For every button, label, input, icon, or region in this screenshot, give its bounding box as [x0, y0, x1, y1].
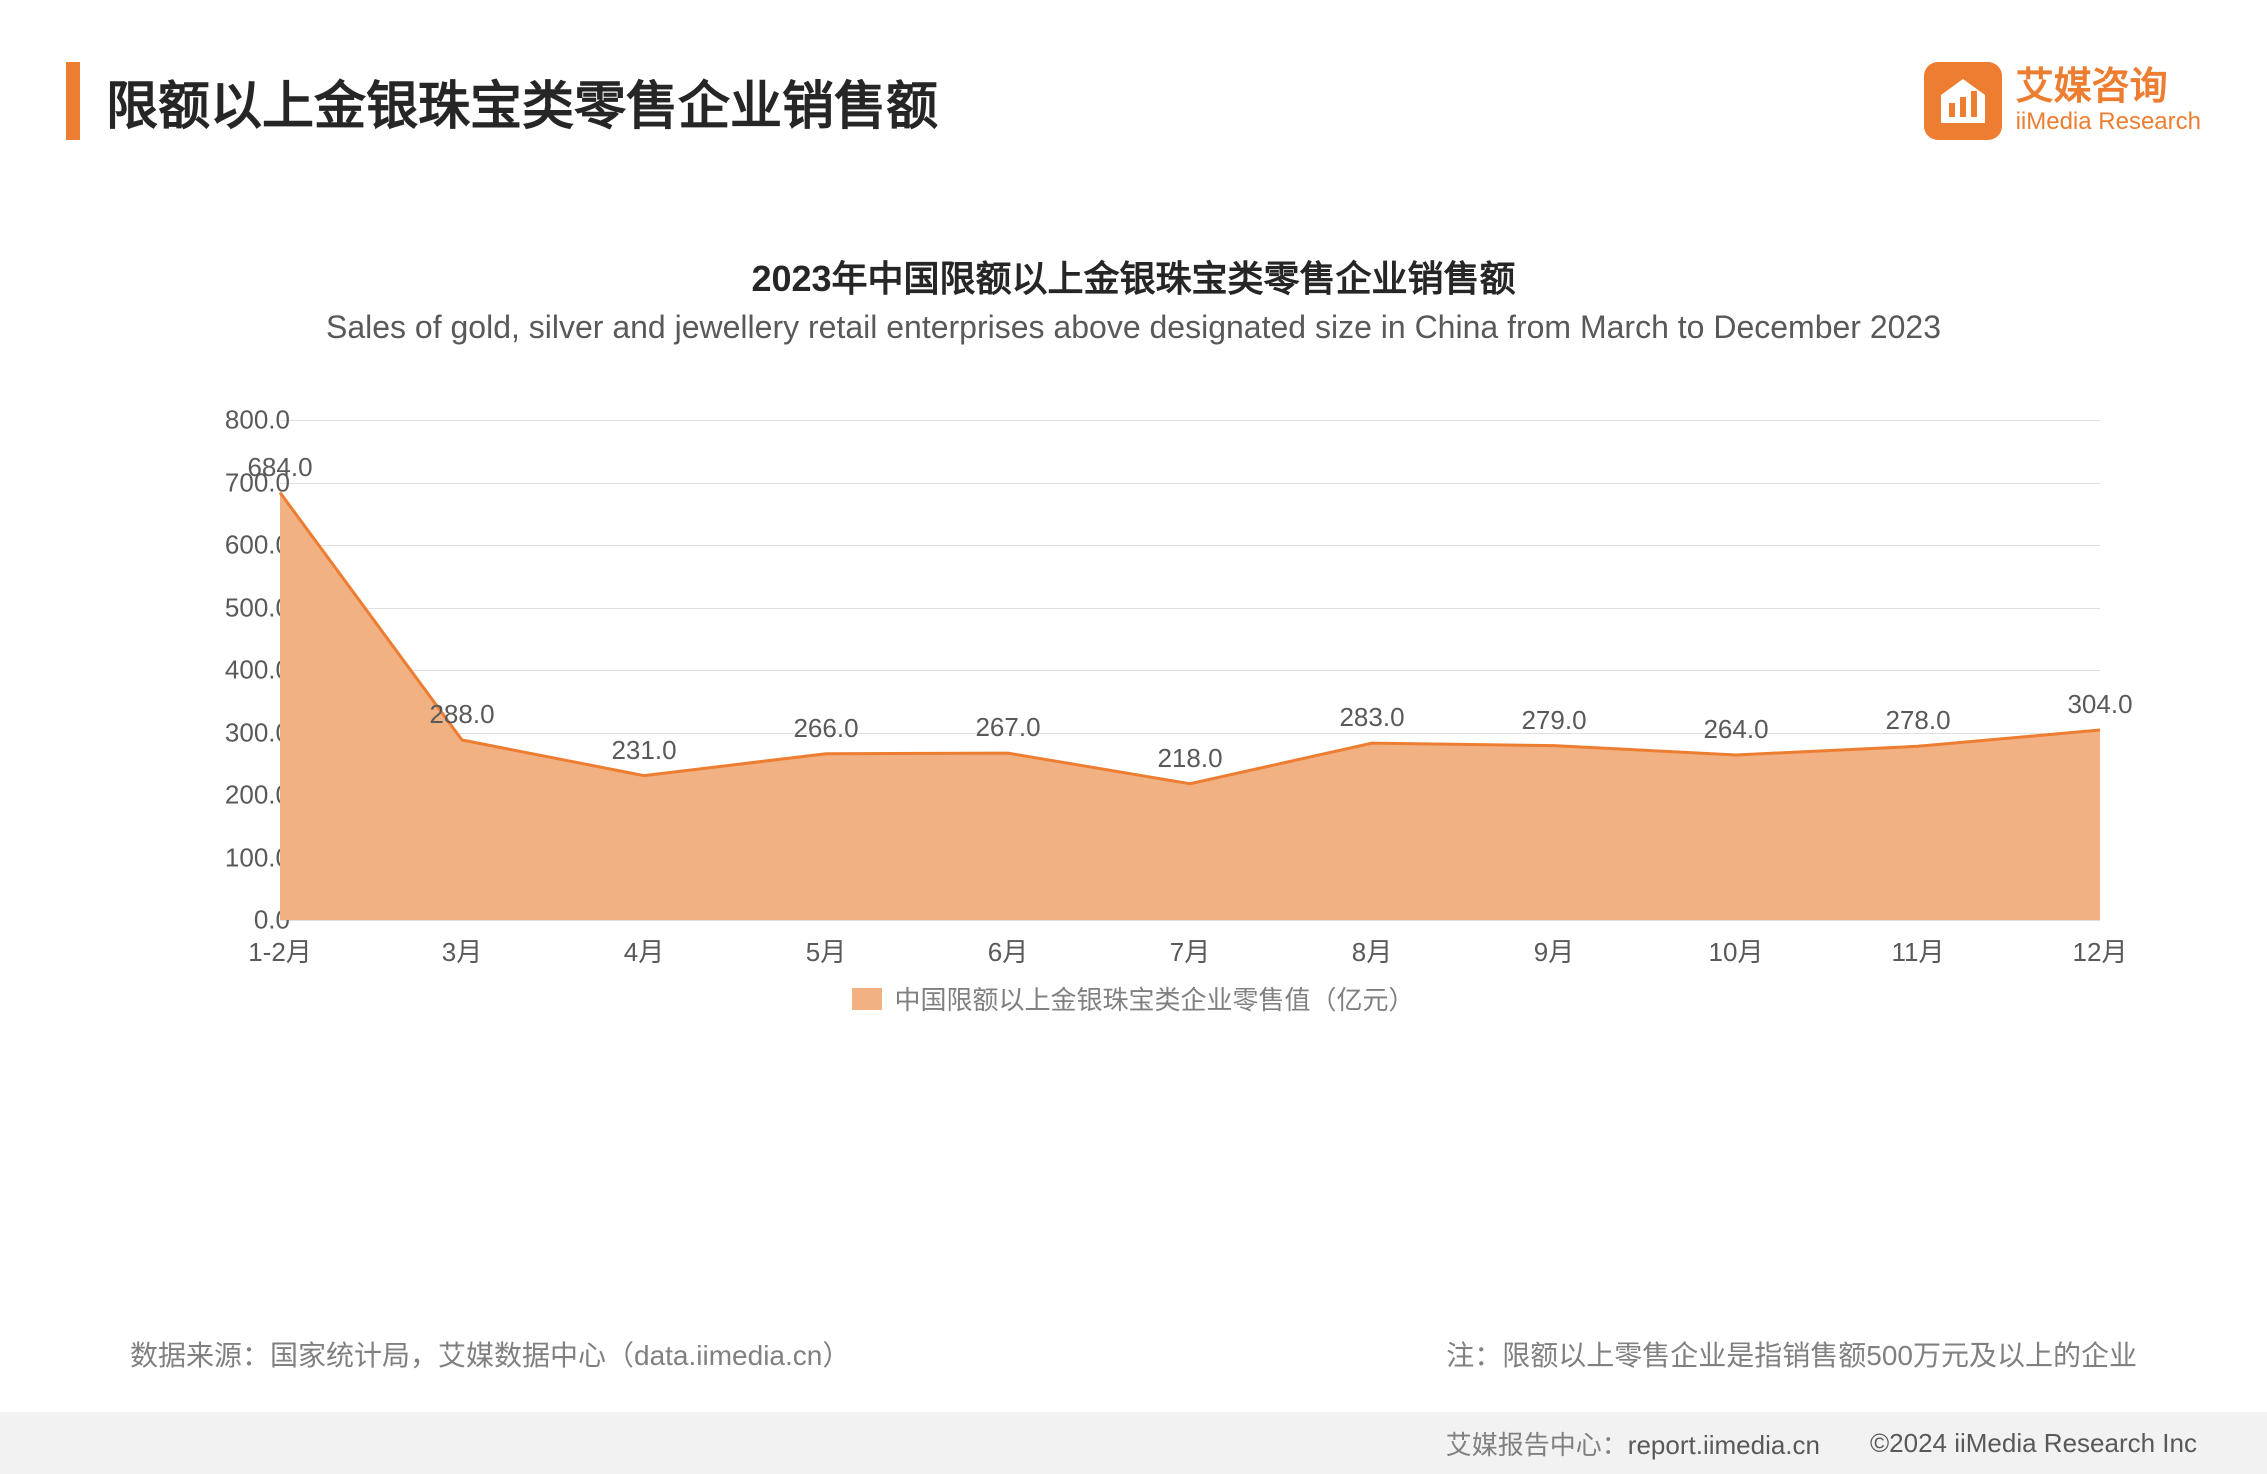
report-center: 艾媒报告中心：report.iimedia.cn	[1446, 1425, 1820, 1462]
x-tick-label: 5月	[741, 932, 911, 969]
x-tick-label: 6月	[923, 932, 1093, 969]
data-point-label: 264.0	[1703, 714, 1768, 745]
data-point-label: 266.0	[793, 713, 858, 744]
bottom-strip: 艾媒报告中心：report.iimedia.cn ©2024 iiMedia R…	[0, 1412, 2267, 1474]
area-fill	[280, 493, 2100, 921]
chart-title-block: 2023年中国限额以上金银珠宝类零售企业销售额 Sales of gold, s…	[0, 250, 2267, 349]
data-point-label: 218.0	[1157, 743, 1222, 774]
data-point-label: 267.0	[975, 712, 1040, 743]
data-point-label: 278.0	[1885, 705, 1950, 736]
legend-swatch	[852, 988, 882, 1010]
footer-notes: 数据来源：国家统计局，艾媒数据中心（data.iimedia.cn） 注：限额以…	[130, 1334, 2137, 1374]
x-tick-label: 1-2月	[195, 932, 365, 969]
chart-title-en: Sales of gold, silver and jewellery reta…	[0, 306, 2267, 349]
data-source: 数据来源：国家统计局，艾媒数据中心（data.iimedia.cn）	[130, 1334, 850, 1374]
brand-logo-icon	[1924, 62, 2002, 140]
page-title: 限额以上金银珠宝类零售企业销售额	[106, 64, 938, 139]
header: 限额以上金银珠宝类零售企业销售额 艾媒咨询 iiMedia Research	[66, 62, 2201, 140]
data-point-label: 288.0	[429, 699, 494, 730]
report-center-url: report.iimedia.cn	[1628, 1430, 1820, 1460]
data-point-label: 279.0	[1521, 705, 1586, 736]
chart-svg	[190, 400, 2100, 922]
data-point-label: 283.0	[1339, 702, 1404, 733]
x-tick-label: 3月	[377, 932, 547, 969]
legend-label: 中国限额以上金银珠宝类企业零售值（亿元）	[894, 980, 1414, 1017]
chart-title-cn: 2023年中国限额以上金银珠宝类零售企业销售额	[0, 250, 2267, 302]
data-point-label: 304.0	[2067, 689, 2132, 720]
brand-name-cn: 艾媒咨询	[2016, 67, 2201, 109]
footnote: 注：限额以上零售企业是指销售额500万元及以上的企业	[1446, 1334, 2137, 1374]
copyright: ©2024 iiMedia Research Inc	[1870, 1428, 2197, 1459]
x-tick-label: 10月	[1651, 932, 1821, 969]
brand-name-en: iiMedia Research	[2016, 109, 2201, 135]
x-tick-label: 9月	[1469, 932, 1639, 969]
x-tick-label: 12月	[2015, 932, 2185, 969]
brand-logo-text: 艾媒咨询 iiMedia Research	[2016, 67, 2201, 135]
chart-legend: 中国限额以上金银珠宝类企业零售值（亿元）	[0, 980, 2267, 1017]
accent-bar	[66, 62, 80, 140]
brand-logo: 艾媒咨询 iiMedia Research	[1924, 62, 2201, 140]
x-tick-label: 11月	[1833, 932, 2003, 969]
data-point-label: 684.0	[247, 452, 312, 483]
title-bar: 限额以上金银珠宝类零售企业销售额	[66, 62, 938, 140]
area-line	[280, 493, 2100, 784]
x-tick-label: 8月	[1287, 932, 1457, 969]
data-point-label: 231.0	[611, 735, 676, 766]
area-chart: 0.0100.0200.0300.0400.0500.0600.0700.080…	[190, 400, 2130, 990]
legend-item: 中国限额以上金银珠宝类企业零售值（亿元）	[852, 980, 1414, 1017]
report-center-label: 艾媒报告中心：	[1446, 1430, 1628, 1460]
x-tick-label: 7月	[1105, 932, 1275, 969]
x-tick-label: 4月	[559, 932, 729, 969]
